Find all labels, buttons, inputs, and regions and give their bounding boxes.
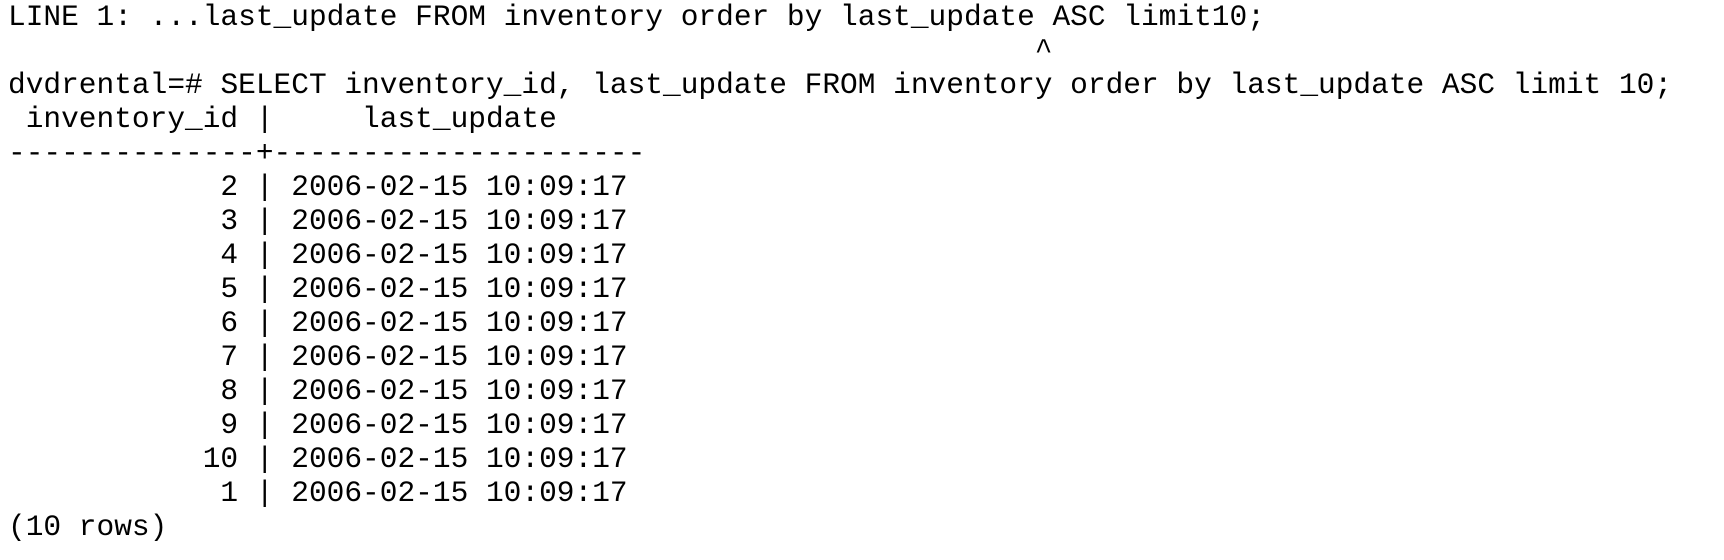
- prompt-line: dvdrental=# SELECT inventory_id, last_up…: [8, 68, 1724, 102]
- table-row: 5 | 2006-02-15 10:09:17: [8, 272, 628, 306]
- row-count: (10 rows): [8, 510, 168, 544]
- table-row: 4 | 2006-02-15 10:09:17: [8, 238, 628, 272]
- table-row: 10 | 2006-02-15 10:09:17: [8, 442, 628, 476]
- prompt: dvdrental=#: [8, 68, 221, 102]
- table-row: 2 | 2006-02-15 10:09:17: [8, 170, 628, 204]
- command-text[interactable]: SELECT inventory_id, last_update FROM in…: [220, 68, 1673, 102]
- table-row: 8 | 2006-02-15 10:09:17: [8, 374, 628, 408]
- result-separator: --------------+---------------------: [8, 136, 646, 170]
- table-row: 1 | 2006-02-15 10:09:17: [8, 476, 628, 510]
- error-line: LINE 1: ...last_update FROM inventory or…: [8, 0, 1265, 34]
- table-row: 7 | 2006-02-15 10:09:17: [8, 340, 628, 374]
- result-rows: 2 | 2006-02-15 10:09:17 3 | 2006-02-15 1…: [8, 170, 1724, 510]
- table-row: 3 | 2006-02-15 10:09:17: [8, 204, 628, 238]
- table-row: 6 | 2006-02-15 10:09:17: [8, 306, 628, 340]
- result-header: inventory_id | last_update: [8, 102, 557, 136]
- error-caret: ^: [8, 34, 1053, 68]
- table-row: 9 | 2006-02-15 10:09:17: [8, 408, 628, 442]
